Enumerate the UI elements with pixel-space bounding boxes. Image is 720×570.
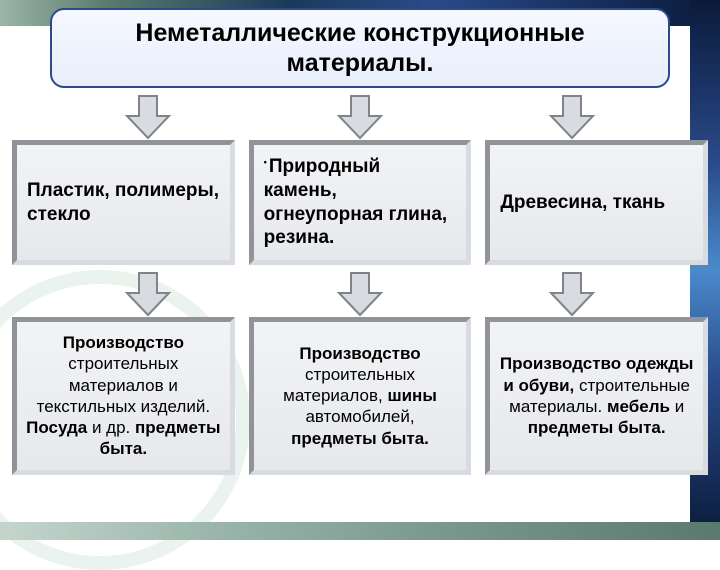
category-text-2: Природный камень, огнеупорная глина, рез… <box>264 156 448 248</box>
output-box-3: Производство одежды и обуви, строительны… <box>485 317 708 475</box>
arrows-top <box>12 94 708 140</box>
output-text-1: Производство строительных материалов и т… <box>25 332 222 460</box>
output-box-2: Производство строительных материалов, ши… <box>249 317 472 475</box>
category-box-3: Древесина, ткань <box>485 140 708 265</box>
category-box-1: Пластик, полимеры, стекло <box>12 140 235 265</box>
category-text-3: Древесина, ткань <box>500 191 665 215</box>
output-text-3: Производство одежды и обуви, строительны… <box>498 353 695 438</box>
down-arrow-icon <box>335 271 385 317</box>
output-box-1: Производство строительных материалов и т… <box>12 317 235 475</box>
bullet-icon: • <box>264 157 267 167</box>
categories-row: Пластик, полимеры, стекло •Природный кам… <box>12 140 708 265</box>
category-box-2: •Природный камень, огнеупорная глина, ре… <box>249 140 472 265</box>
outputs-row: Производство строительных материалов и т… <box>12 317 708 475</box>
output-text-2: Производство строительных материалов, ши… <box>262 343 459 449</box>
down-arrow-icon <box>123 271 173 317</box>
page-title: Неметаллические конструкционные материал… <box>50 8 670 88</box>
down-arrow-icon <box>547 94 597 140</box>
down-arrow-icon <box>123 94 173 140</box>
category-text-1: Пластик, полимеры, стекло <box>27 179 220 227</box>
down-arrow-icon <box>335 94 385 140</box>
down-arrow-icon <box>547 271 597 317</box>
arrows-middle <box>12 271 708 317</box>
